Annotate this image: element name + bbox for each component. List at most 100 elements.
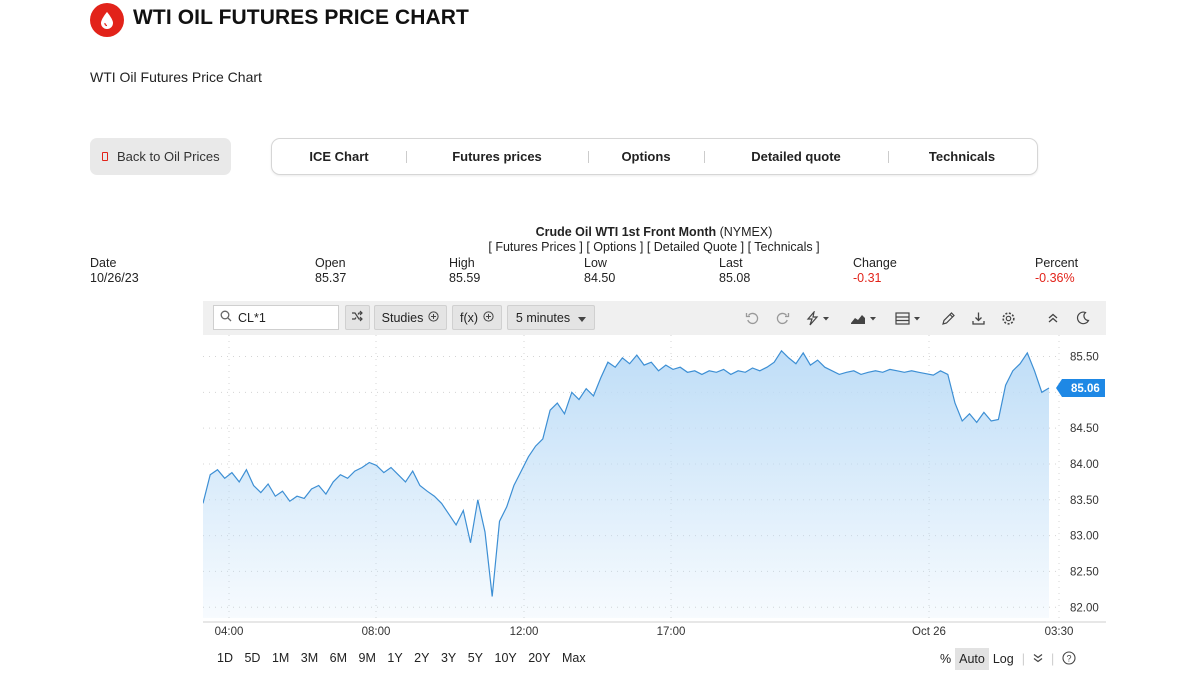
- x-tick-label: 04:00: [215, 626, 244, 638]
- quote-last: Last 85.08: [719, 256, 750, 286]
- quote-percent-value: -0.36%: [1035, 271, 1075, 285]
- x-tick-label: 03:30: [1045, 626, 1074, 638]
- plus-circle-icon: [483, 310, 494, 325]
- quote-date: Date 10/26/23: [90, 256, 139, 286]
- undo-icon[interactable]: [741, 307, 763, 329]
- y-tick-label: 85.50: [1070, 351, 1099, 363]
- layout-icon[interactable]: [893, 307, 927, 329]
- range-3m[interactable]: 3M: [300, 651, 319, 665]
- page-title: WTI OIL FUTURES PRICE CHART: [133, 6, 469, 29]
- quote-last-label: Last: [719, 256, 743, 270]
- quote-open-value: 85.37: [315, 271, 347, 285]
- tab-bar: ICE Chart Futures prices Options Detaile…: [271, 138, 1038, 175]
- price-chart-svg[interactable]: 85.5085.0084.5084.0083.5083.0082.5082.00…: [203, 335, 1106, 646]
- download-icon[interactable]: [967, 307, 989, 329]
- link-options[interactable]: [ Options ]: [586, 240, 644, 254]
- range-max[interactable]: Max: [561, 651, 586, 665]
- log-scale-button[interactable]: Log: [992, 652, 1014, 666]
- back-to-oil-prices-button[interactable]: Back to Oil Prices: [90, 138, 231, 175]
- range-10y[interactable]: 10Y: [494, 651, 517, 665]
- symbol-value: CL*1: [238, 310, 266, 325]
- compare-button[interactable]: [345, 305, 370, 330]
- range-9m[interactable]: 9M: [358, 651, 376, 665]
- price-line: [203, 349, 1050, 597]
- separator: |: [1050, 652, 1055, 666]
- dark-mode-icon[interactable]: [1072, 307, 1094, 329]
- quote-high-value: 85.59: [449, 271, 481, 285]
- symbol-search-input[interactable]: CL*1: [213, 305, 339, 330]
- chart-type-icon[interactable]: [848, 307, 882, 329]
- functions-button[interactable]: f(x): [452, 305, 502, 330]
- y-tick-label: 84.00: [1070, 459, 1099, 471]
- help-glyph: ?: [1067, 653, 1072, 663]
- y-tick-label: 83.50: [1070, 495, 1099, 507]
- range-20y[interactable]: 20Y: [528, 651, 551, 665]
- collapse-down-icon[interactable]: [1029, 648, 1047, 670]
- back-button-label: Back to Oil Prices: [117, 149, 220, 164]
- range-selector: 1D 5D 1M 3M 6M 9M 1Y 2Y 3Y 5Y 10Y 20Y Ma…: [217, 651, 594, 665]
- interval-label: 5 minutes: [515, 310, 571, 325]
- quote-date-value: 10/26/23: [90, 271, 139, 285]
- redo-icon[interactable]: [771, 307, 793, 329]
- range-3y[interactable]: 3Y: [440, 651, 457, 665]
- square-icon: [102, 152, 108, 161]
- link-technicals[interactable]: [ Technicals ]: [747, 240, 820, 254]
- quote-links: [ Futures Prices ] [ Options ] [ Detaile…: [0, 240, 1200, 254]
- price-chart[interactable]: 85.5085.0084.5084.0083.5083.0082.5082.00…: [203, 335, 1106, 646]
- quote-title-suffix: (NYMEX): [716, 225, 773, 239]
- shuffle-icon: [351, 310, 364, 325]
- last-price-label: 85.06: [1071, 383, 1100, 395]
- quote-percent-label: Percent: [1035, 256, 1079, 270]
- quote-change-value: -0.31: [853, 271, 882, 285]
- range-1m[interactable]: 1M: [271, 651, 290, 665]
- x-tick-label: Oct 26: [912, 626, 946, 638]
- tab-technicals[interactable]: Technicals: [888, 149, 1036, 164]
- fx-label: f(x): [459, 310, 479, 325]
- interval-select[interactable]: 5 minutes: [507, 305, 595, 330]
- chart-toolbar: CL*1 Studies f(x) 5 minutes: [203, 301, 1106, 335]
- range-5y[interactable]: 5Y: [467, 651, 484, 665]
- quote-change-label: Change: [853, 256, 897, 270]
- x-tick-label: 17:00: [657, 626, 686, 638]
- quote-open: Open 85.37: [315, 256, 346, 286]
- auto-scale-button[interactable]: Auto: [955, 648, 989, 670]
- y-tick-label: 82.00: [1070, 602, 1099, 614]
- lightning-icon[interactable]: [803, 307, 835, 329]
- quote-last-value: 85.08: [719, 271, 751, 285]
- quote-date-label: Date: [90, 256, 117, 270]
- quote-low-label: Low: [584, 256, 607, 270]
- quote-open-label: Open: [315, 256, 346, 270]
- link-detailed-quote[interactable]: [ Detailed Quote ]: [646, 240, 745, 254]
- caret-down-icon: [578, 311, 587, 325]
- tab-futures-prices[interactable]: Futures prices: [406, 149, 588, 164]
- range-2y[interactable]: 2Y: [414, 651, 430, 665]
- help-icon[interactable]: ?: [1058, 647, 1080, 672]
- x-tick-label: 08:00: [362, 626, 391, 638]
- link-futures-prices[interactable]: [ Futures Prices ]: [488, 240, 583, 254]
- price-area-fill: [203, 350, 1049, 618]
- quote-low-value: 84.50: [584, 271, 616, 285]
- tab-ice-chart[interactable]: ICE Chart: [309, 149, 369, 164]
- separator: |: [1021, 652, 1025, 666]
- range-1d[interactable]: 1D: [217, 651, 233, 665]
- tab-detailed-quote[interactable]: Detailed quote: [704, 149, 888, 164]
- y-tick-label: 82.50: [1070, 566, 1099, 578]
- search-icon: [220, 310, 232, 325]
- quote-high: High 85.59: [449, 256, 480, 286]
- quote-percent: Percent -0.36%: [1035, 256, 1078, 286]
- pencil-icon[interactable]: [937, 307, 959, 329]
- last-price-badge: [1056, 379, 1105, 398]
- range-1y[interactable]: 1Y: [387, 651, 403, 665]
- page-subtitle: WTI Oil Futures Price Chart: [90, 69, 262, 85]
- scale-controls: % Auto Log | | ?: [936, 647, 1080, 671]
- quote-low: Low 84.50: [584, 256, 615, 286]
- range-6m[interactable]: 6M: [329, 651, 348, 665]
- tab-options[interactable]: Options: [588, 149, 704, 164]
- studies-button[interactable]: Studies: [374, 305, 447, 330]
- gear-icon[interactable]: [997, 307, 1019, 329]
- percent-scale-button[interactable]: %: [940, 652, 952, 666]
- collapse-icon[interactable]: [1042, 307, 1064, 329]
- plus-circle-icon: [428, 310, 439, 325]
- range-5d[interactable]: 5D: [244, 651, 261, 665]
- quote-high-label: High: [449, 256, 475, 270]
